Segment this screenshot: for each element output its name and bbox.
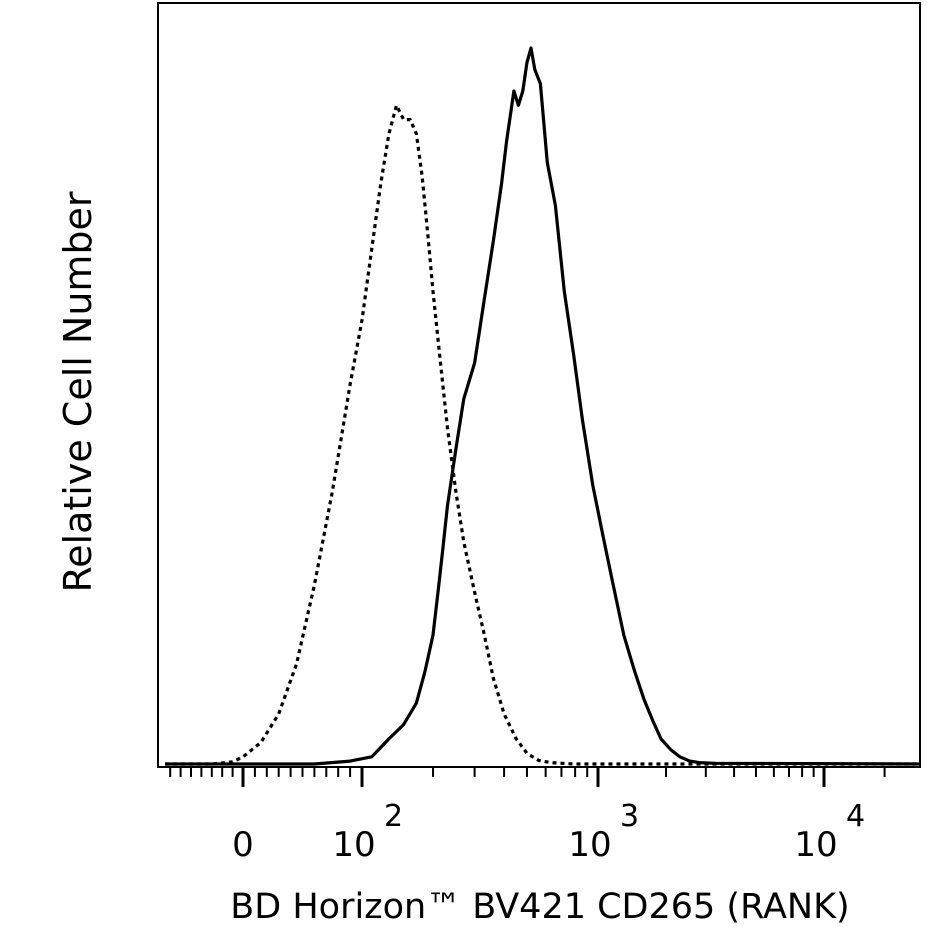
series-layer	[165, 46, 921, 766]
plot-frame	[157, 2, 921, 768]
x-minor-ticks	[169, 767, 886, 777]
x-major-ticks	[241, 767, 826, 787]
x-tick-exponent: 3	[620, 799, 639, 834]
dotted-histogram-line	[165, 103, 920, 766]
x-tick-labels: 0 10 2 10 3 10 4	[232, 799, 865, 865]
x-tick-label: 10	[794, 825, 837, 865]
x-tick-exponent: 2	[384, 799, 403, 834]
solid-histogram-line	[165, 46, 921, 766]
x-tick-label: 0	[232, 825, 254, 865]
x-axis-label: BD Horizon™ BV421 CD265 (RANK)	[230, 887, 849, 927]
y-axis-label: Relative Cell Number	[56, 191, 100, 592]
x-tick-label: 10	[568, 825, 611, 865]
x-tick-label: 10	[332, 825, 375, 865]
x-tick-exponent: 4	[846, 799, 865, 834]
